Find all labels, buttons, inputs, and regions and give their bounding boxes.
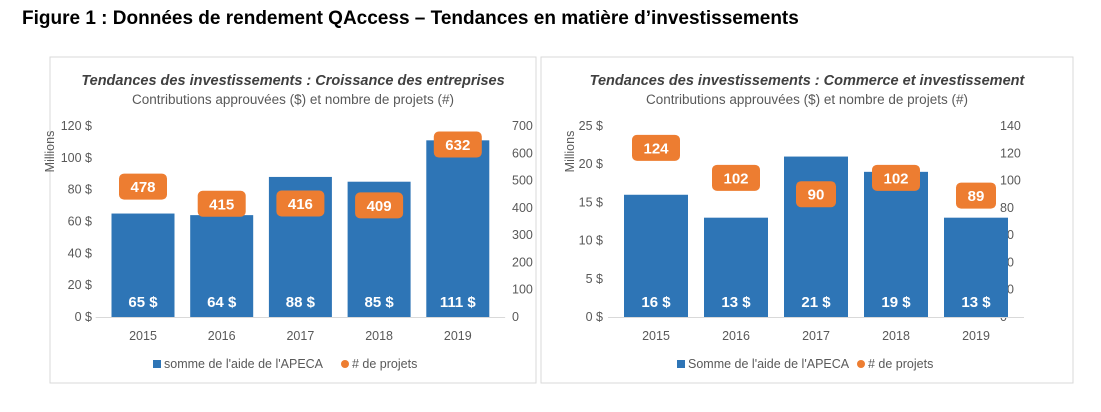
project-count-label: 416 (288, 196, 313, 213)
project-label-box (355, 192, 404, 219)
x-tick-label: 2017 (802, 329, 830, 343)
y2-tick-label: 100 (512, 283, 533, 297)
y2-tick-label: 200 (512, 255, 533, 269)
y-axis-label: Millions (563, 131, 577, 173)
y-tick-label: 20 $ (579, 157, 603, 171)
bar-value-label: 13 $ (961, 294, 991, 311)
y2-tick-label: 100 (1000, 174, 1021, 188)
project-count-label: 89 (968, 188, 985, 205)
bar-value-label: 88 $ (286, 294, 316, 311)
y2-tick-label: 140 (1000, 119, 1021, 133)
bar (426, 140, 490, 317)
legend-bar-swatch (153, 360, 161, 368)
bar-value-label: 13 $ (721, 294, 751, 311)
y2-tick-label: 0 (512, 310, 519, 324)
bar (111, 213, 175, 317)
project-label-box (956, 182, 996, 209)
bar (784, 156, 848, 317)
project-count-label: 415 (209, 196, 234, 213)
project-label-box (872, 164, 920, 191)
project-count-label: 102 (883, 170, 908, 187)
x-tick-label: 2018 (882, 329, 910, 343)
bar (864, 171, 928, 317)
project-count-label: 90 (808, 187, 825, 204)
x-tick-label: 2016 (208, 329, 236, 343)
y-tick-label: 10 $ (579, 234, 603, 248)
legend-projects-swatch (341, 360, 349, 368)
y-tick-label: 0 $ (586, 310, 603, 324)
project-label-box (796, 181, 836, 208)
bar (704, 217, 768, 317)
legend-bar-label: somme de l'aide de l'APECA (164, 357, 324, 371)
figure-title: Figure 1 : Données de rendement QAccess … (22, 8, 799, 29)
y-tick-label: 25 $ (579, 119, 603, 133)
y2-tick-label: 700 (512, 119, 533, 133)
y-tick-label: 80 $ (68, 183, 92, 197)
project-label-box (197, 190, 246, 217)
y-tick-label: 5 $ (586, 272, 603, 286)
y-tick-label: 40 $ (68, 246, 92, 260)
project-count-label: 478 (130, 179, 155, 196)
legend-projects-swatch (857, 360, 865, 368)
bar (624, 194, 688, 317)
project-count-label: 632 (445, 137, 470, 154)
bar (944, 217, 1008, 317)
x-tick-label: 2015 (129, 329, 157, 343)
x-tick-label: 2019 (444, 329, 472, 343)
chart-title: Tendances des investissements : Commerce… (590, 73, 1026, 89)
project-label-box (433, 131, 482, 158)
bar-value-label: 64 $ (207, 294, 237, 311)
legend-bar-swatch (677, 360, 685, 368)
legend-projects-label: # de projets (352, 357, 417, 371)
bar (190, 215, 254, 317)
project-label-box (712, 164, 760, 191)
y2-tick-label: 300 (512, 228, 533, 242)
bar-value-label: 19 $ (881, 294, 911, 311)
y2-tick-label: 120 (1000, 146, 1021, 160)
y2-tick-label: 80 (1000, 201, 1014, 215)
chart-title: Tendances des investissements : Croissan… (81, 73, 504, 89)
bar-value-label: 16 $ (641, 294, 671, 311)
bar-value-label: 111 $ (440, 294, 477, 311)
bar-value-label: 65 $ (128, 294, 158, 311)
x-tick-label: 2017 (286, 329, 314, 343)
y-tick-label: 20 $ (68, 278, 92, 292)
x-tick-label: 2015 (642, 329, 670, 343)
bar-value-label: 85 $ (364, 294, 394, 311)
project-label-box (119, 173, 167, 200)
bar-value-label: 21 $ (801, 294, 831, 311)
project-count-label: 409 (367, 198, 392, 215)
project-label-box (632, 134, 680, 161)
chart-subtitle: Contributions approuvées ($) et nombre d… (646, 92, 968, 107)
x-tick-label: 2019 (962, 329, 990, 343)
y-tick-label: 120 $ (61, 119, 92, 133)
y-tick-label: 0 $ (75, 310, 92, 324)
y-tick-label: 60 $ (68, 215, 92, 229)
project-label-box (276, 190, 325, 217)
y2-tick-label: 600 (512, 146, 533, 160)
y2-tick-label: 500 (512, 174, 533, 188)
y-tick-label: 15 $ (579, 195, 603, 209)
legend-bar-label: Somme de l'aide de l'APECA (688, 357, 850, 371)
y-axis-label: Millions (43, 131, 57, 173)
x-tick-label: 2016 (722, 329, 750, 343)
chart-subtitle: Contributions approuvées ($) et nombre d… (132, 92, 454, 107)
y-tick-label: 100 $ (61, 151, 92, 165)
project-count-label: 124 (643, 140, 669, 157)
y2-tick-label: 400 (512, 201, 533, 215)
x-tick-label: 2018 (365, 329, 393, 343)
project-count-label: 102 (723, 170, 748, 187)
legend-projects-label: # de projets (868, 357, 933, 371)
